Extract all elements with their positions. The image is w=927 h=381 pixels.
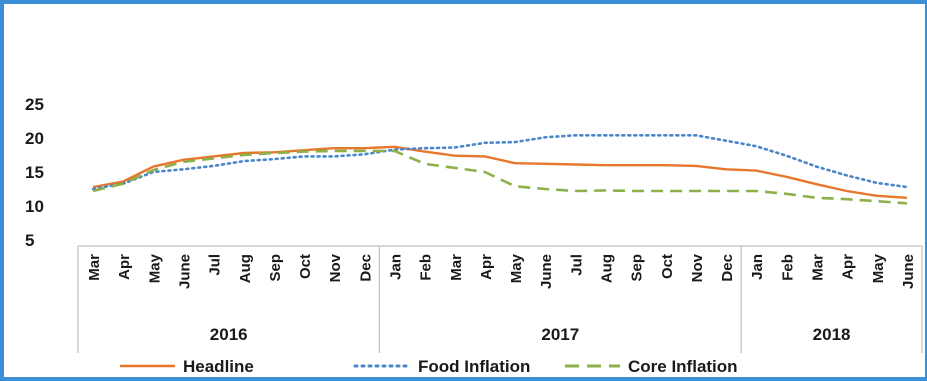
x-tick-label: Jul (207, 254, 224, 276)
x-tick-label: Jul (568, 254, 585, 276)
year-groups: 2016 2017 2018 (210, 325, 851, 344)
x-tick-label: Oct (659, 254, 676, 279)
year-label: 2017 (541, 325, 579, 344)
series-line-headline (92, 145, 907, 199)
y-axis-ticks: 25 20 15 10 5 (25, 95, 44, 250)
series-lines (91, 134, 909, 205)
x-axis (77, 245, 923, 353)
x-tick-label: Nov (689, 253, 706, 282)
y-tick-label: 20 (25, 129, 44, 148)
y-tick-label: 25 (25, 95, 44, 114)
x-tick-label: June (177, 254, 194, 289)
x-tick-label: Mar (810, 254, 827, 281)
x-tick-label: Nov (327, 253, 344, 282)
legend-label: Headline (183, 357, 254, 376)
x-tick-label: Feb (418, 254, 435, 281)
legend-label: Food Inflation (418, 357, 530, 376)
y-tick-label: 5 (25, 231, 34, 250)
legend-label: Core Inflation (628, 357, 738, 376)
x-tick-label: Dec (719, 254, 736, 282)
x-tick-label: Apr (116, 254, 133, 280)
x-tick-label: Apr (478, 254, 495, 280)
x-tick-label: Oct (297, 254, 314, 279)
y-tick-label: 10 (25, 197, 44, 216)
year-label: 2016 (210, 325, 248, 344)
year-label: 2018 (813, 325, 851, 344)
x-tick-label: June (900, 254, 917, 289)
x-tick-label: May (508, 253, 525, 283)
x-tick-label: Sep (629, 254, 646, 282)
legend: Headline Food Inflation Core Inflation (120, 357, 738, 376)
x-tick-label: Apr (840, 254, 857, 280)
x-tick-label: June (538, 254, 555, 289)
y-tick-label: 15 (25, 163, 44, 182)
x-tick-label: Aug (237, 254, 254, 283)
x-tick-label: May (146, 253, 163, 283)
x-tick-label: Aug (599, 254, 616, 283)
series-line-food-inflation (91, 134, 909, 191)
x-tick-label: Jan (388, 254, 405, 280)
series-line-core-inflation (92, 149, 907, 205)
x-tick-label: Jan (749, 254, 766, 280)
x-axis-ticks: Mar Apr May June Jul Aug Sep Oct Nov Dec Jan Feb Mar… (86, 253, 917, 289)
x-tick-label: Sep (267, 254, 284, 282)
x-tick-label: May (870, 253, 887, 283)
x-tick-label: Feb (779, 254, 796, 281)
x-tick-label: Mar (448, 254, 465, 281)
x-tick-label: Mar (86, 254, 103, 281)
x-tick-label: Dec (357, 254, 374, 282)
